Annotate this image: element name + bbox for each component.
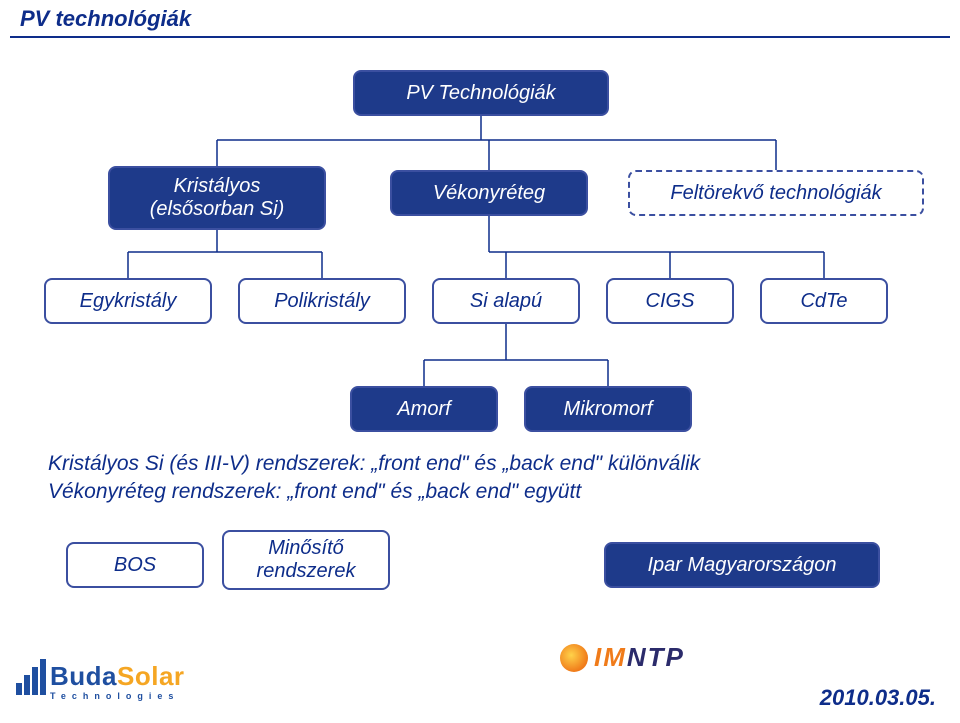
tree-node-cryst: Kristályos (elsősorban Si) bbox=[108, 166, 326, 230]
tree-node-mono: Egykristály bbox=[44, 278, 212, 324]
title-underline bbox=[10, 36, 950, 38]
imntp-logo: IMNTP bbox=[560, 642, 685, 673]
tree-node-ind: Ipar Magyarországon bbox=[604, 542, 880, 588]
sun-icon bbox=[560, 644, 588, 672]
tree-node-qual: Minősítő rendszerek bbox=[222, 530, 390, 590]
tree-node-cdte: CdTe bbox=[760, 278, 888, 324]
tree-node-thin: Vékonyréteg bbox=[390, 170, 588, 216]
tree-node-emerg: Feltörekvő technológiák bbox=[628, 170, 924, 216]
body-text-line-2: Vékonyréteg rendszerek: „front end" és „… bbox=[48, 480, 581, 504]
imntp-suffix: NTP bbox=[627, 642, 685, 672]
budasolar-logo: BudaSolar Technologies bbox=[16, 659, 206, 713]
tree-node-sibase: Si alapú bbox=[432, 278, 580, 324]
footer-date: 2010.03.05. bbox=[820, 685, 936, 711]
imntp-prefix: IM bbox=[594, 642, 627, 672]
tree-node-micro: Mikromorf bbox=[524, 386, 692, 432]
budasolar-subtitle: Technologies bbox=[50, 691, 185, 701]
budasolar-part2: Solar bbox=[117, 661, 185, 691]
tree-node-bos: BOS bbox=[66, 542, 204, 588]
tree-node-cigs: CIGS bbox=[606, 278, 734, 324]
tree-node-root: PV Technológiák bbox=[353, 70, 609, 116]
tree-node-amorf: Amorf bbox=[350, 386, 498, 432]
tree-node-poly: Polikristály bbox=[238, 278, 406, 324]
page-title: PV technológiák bbox=[20, 6, 191, 32]
body-text-line-1: Kristályos Si (és III-V) rendszerek: „fr… bbox=[48, 452, 700, 476]
budasolar-part1: Buda bbox=[50, 661, 117, 691]
